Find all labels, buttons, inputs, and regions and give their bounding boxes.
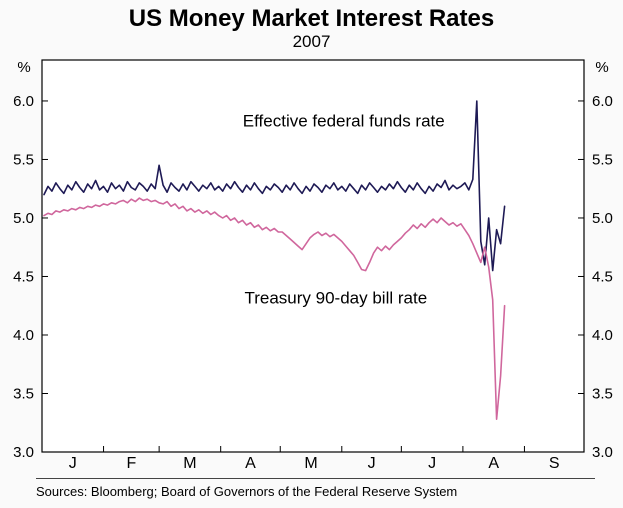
x-month-label: F: [126, 455, 136, 472]
plot-border: [41, 59, 585, 453]
y-tick-label-left: 4.5: [13, 268, 34, 285]
y-tick-label-left: 3.5: [13, 385, 34, 402]
y-tick-label-right: 4.0: [592, 327, 613, 344]
series-line-treasury-bill: [43, 197, 506, 421]
x-month-label: M: [183, 455, 196, 472]
y-tick-label-right: 3.0: [592, 444, 613, 461]
y-tick-label-left: 3.0: [13, 444, 34, 461]
x-month-label: M: [304, 455, 317, 472]
series-label-fed-funds: Effective federal funds rate: [243, 112, 445, 131]
x-month-label: J: [428, 455, 436, 472]
x-month-label: S: [549, 455, 560, 472]
sources-text: Sources: Bloomberg; Board of Governors o…: [36, 484, 458, 499]
x-month-label: J: [368, 455, 376, 472]
y-tick-label-right: 3.5: [592, 385, 613, 402]
x-month-label: A: [488, 455, 499, 472]
y-tick-label-left: 6.0: [13, 93, 34, 110]
y-tick-label-right: 6.0: [592, 93, 613, 110]
chart-title: US Money Market Interest Rates: [128, 5, 495, 32]
sources-line: Sources: Bloomberg; Board of Governors o…: [36, 478, 595, 499]
x-month-label: A: [245, 455, 256, 472]
y-tick-label-left: 5.0: [13, 210, 34, 227]
chart-svg: 3.0 3.0 3.5 3.5 4.0 4.0 4.5 4.5 5.0 5.0 5.5 5.5 6.0 6…: [13, 59, 613, 472]
y-tick-label-right: 5.5: [592, 151, 613, 168]
y-tick-label-left: 4.0: [13, 327, 34, 344]
series-line-fed-funds: [43, 100, 506, 272]
unit-label-left: %: [17, 59, 30, 76]
unit-label-right: %: [595, 59, 608, 76]
y-tick-label-right: 5.0: [592, 210, 613, 227]
y-tick-label-left: 5.5: [13, 151, 34, 168]
x-month-label: J: [69, 455, 77, 472]
chart-subtitle: 2007: [292, 32, 331, 51]
series-label-treasury-bill: Treasury 90-day bill rate: [244, 288, 427, 307]
y-tick-label-right: 4.5: [592, 268, 613, 285]
